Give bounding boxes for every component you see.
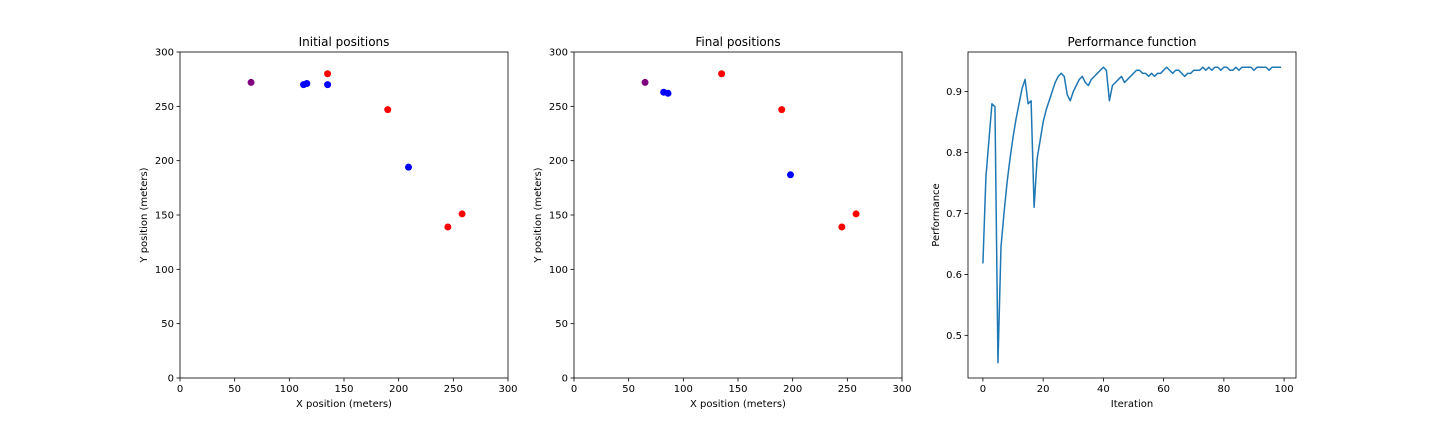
data-point bbox=[303, 80, 311, 88]
y-tick-label: 0.9 bbox=[946, 87, 962, 98]
data-point bbox=[405, 163, 413, 171]
x-tick-label: 100 bbox=[1275, 384, 1294, 395]
x-tick-label: 40 bbox=[1097, 384, 1110, 395]
x-tick-label: 150 bbox=[728, 384, 747, 395]
x-tick-label: 0 bbox=[571, 384, 577, 395]
x-tick-label: 50 bbox=[622, 384, 635, 395]
y-tick-label: 0 bbox=[562, 374, 568, 385]
x-tick-label: 100 bbox=[280, 384, 299, 395]
chart-title: Performance function bbox=[1068, 35, 1197, 49]
x-tick-label: 150 bbox=[334, 384, 353, 395]
chart-panel-1: 0 50 100 150 200 250 300 0 50 100 150 200 250 300 Init… bbox=[139, 35, 518, 410]
series-line bbox=[982, 66, 1282, 364]
y-tick-label: 250 bbox=[549, 102, 568, 113]
y-tick-label: 0.5 bbox=[946, 331, 962, 342]
y-tick-label: 150 bbox=[155, 211, 174, 222]
data-point bbox=[778, 106, 786, 114]
y-axis-label: Y position (meters) bbox=[139, 167, 150, 263]
data-point bbox=[444, 223, 452, 231]
data-point bbox=[247, 78, 255, 86]
chart-title: Final positions bbox=[695, 35, 780, 49]
y-tick-label: 150 bbox=[549, 211, 568, 222]
x-tick-label: 200 bbox=[389, 384, 408, 395]
plot-frame bbox=[967, 51, 1297, 379]
y-tick-label: 200 bbox=[155, 156, 174, 167]
data-point bbox=[641, 78, 649, 86]
x-tick-label: 250 bbox=[444, 384, 463, 395]
x-axis-label: X position (meters) bbox=[690, 399, 786, 410]
x-tick-label: 20 bbox=[1037, 384, 1050, 395]
y-tick-label: 100 bbox=[155, 265, 174, 276]
y-axis-label: Y position (meters) bbox=[533, 167, 544, 263]
x-tick-label: 80 bbox=[1217, 384, 1230, 395]
x-tick-label: 100 bbox=[674, 384, 693, 395]
x-tick-label: 250 bbox=[838, 384, 857, 395]
x-tick-label: 0 bbox=[980, 384, 986, 395]
x-axis-label: Iteration bbox=[1111, 399, 1153, 410]
x-axis-label: X position (meters) bbox=[296, 399, 392, 410]
y-tick-label: 50 bbox=[161, 319, 174, 330]
chart-title: Initial positions bbox=[299, 35, 390, 49]
data-point bbox=[324, 70, 332, 78]
y-axis-label: Performance bbox=[931, 183, 942, 246]
data-point bbox=[852, 210, 860, 218]
chart-panel-3: 0 20 40 60 80 100 0.5 0.6 0.7 0.8 0.9 Performance f… bbox=[931, 35, 1297, 410]
data-point bbox=[786, 171, 794, 179]
x-tick-label: 300 bbox=[892, 384, 911, 395]
x-tick-label: 60 bbox=[1157, 384, 1170, 395]
y-tick-label: 200 bbox=[549, 156, 568, 167]
y-tick-label: 300 bbox=[155, 48, 174, 59]
chart-panel-2: 0 50 100 150 200 250 300 0 50 100 150 200 250 300 Fina… bbox=[533, 35, 912, 410]
x-tick-label: 200 bbox=[783, 384, 802, 395]
x-tick-label: 50 bbox=[228, 384, 241, 395]
data-point bbox=[384, 106, 392, 114]
y-tick-label: 300 bbox=[549, 48, 568, 59]
y-tick-label: 50 bbox=[555, 319, 568, 330]
y-tick-label: 0.7 bbox=[946, 209, 962, 220]
y-tick-label: 0.8 bbox=[946, 148, 962, 159]
data-point bbox=[324, 81, 332, 89]
data-point bbox=[458, 210, 466, 218]
y-tick-label: 250 bbox=[155, 102, 174, 113]
data-point bbox=[718, 70, 726, 78]
data-point bbox=[664, 89, 672, 97]
y-tick-label: 100 bbox=[549, 265, 568, 276]
x-tick-label: 0 bbox=[177, 384, 183, 395]
x-tick-label: 300 bbox=[498, 384, 517, 395]
data-point bbox=[838, 223, 846, 231]
y-tick-label: 0.6 bbox=[946, 270, 962, 281]
y-tick-label: 0 bbox=[168, 374, 174, 385]
